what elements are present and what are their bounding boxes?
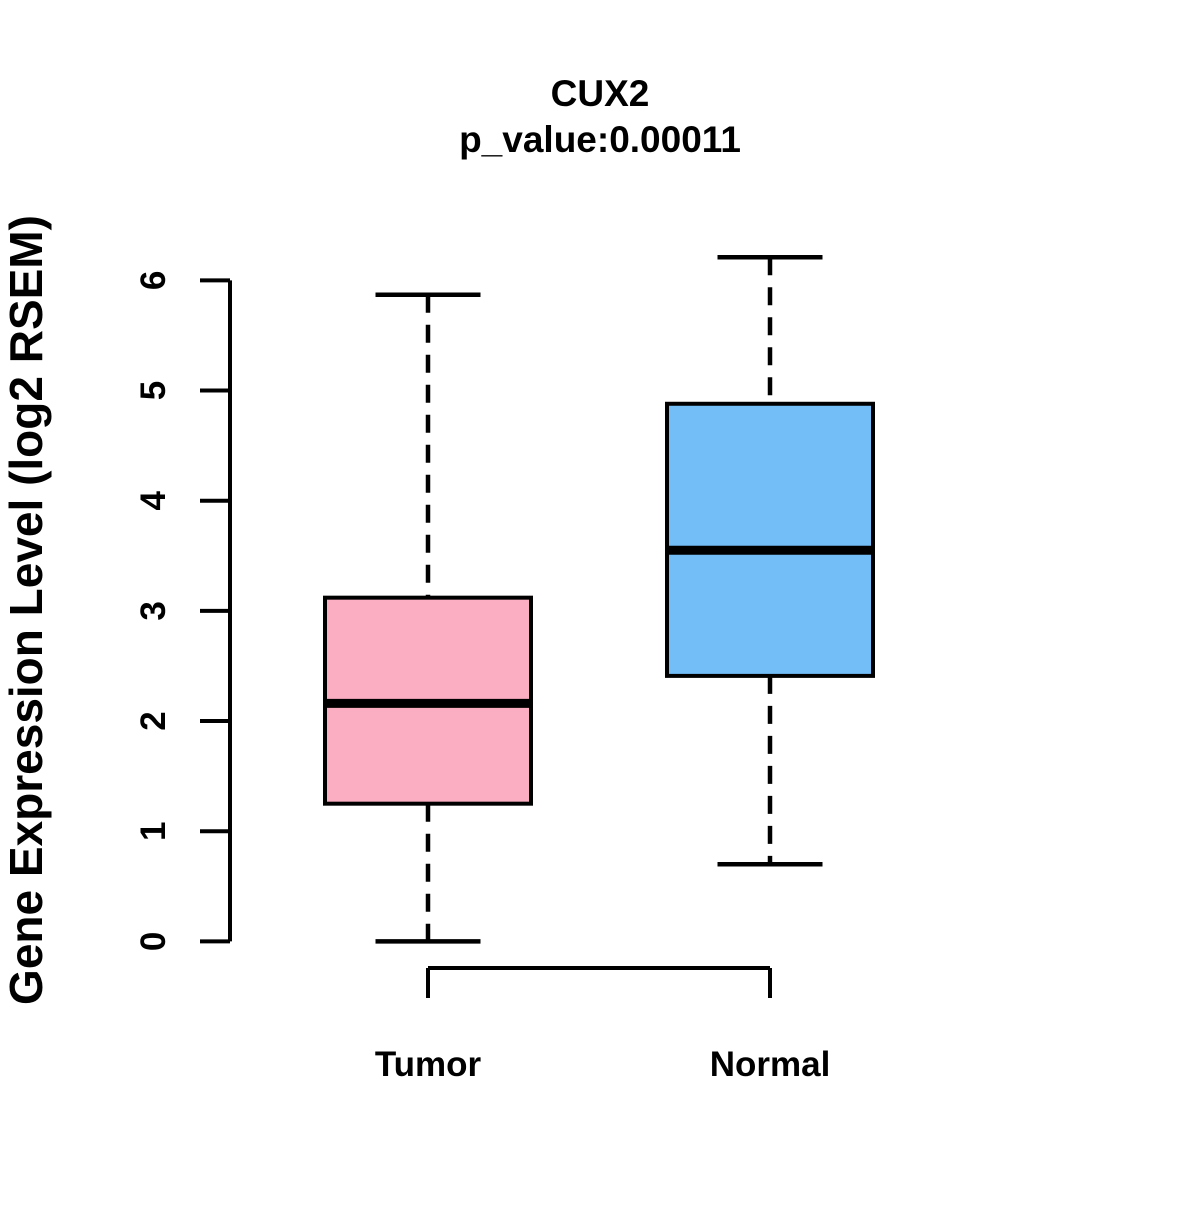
x-category-label: Tumor	[375, 1045, 482, 1084]
plot-area: 0 1 2 3 4 5 6 Tumor Normal	[134, 254, 875, 1084]
x-category-label: Normal	[710, 1045, 831, 1084]
y-tick-label: 4	[134, 490, 173, 510]
y-tick-label: 1	[134, 821, 173, 840]
y-axis-label: Gene Expression Level (log2 RSEM)	[0, 215, 52, 1005]
chart-subtitle: p_value:0.00011	[459, 119, 741, 160]
chart-title: CUX2	[551, 73, 650, 114]
y-tick-label: 6	[134, 271, 173, 290]
y-tick-label: 0	[134, 932, 173, 951]
y-tick-label: 2	[134, 711, 173, 730]
box-normal	[665, 401, 875, 678]
y-tick-label: 5	[134, 381, 173, 400]
y-tick-label: 3	[134, 601, 173, 620]
